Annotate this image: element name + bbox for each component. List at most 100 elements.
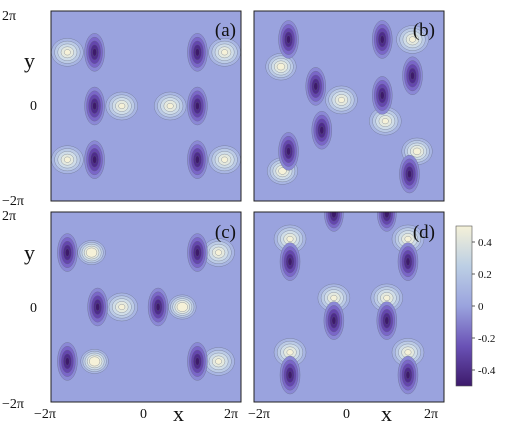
peak-min-1-12 xyxy=(402,56,423,96)
x-tick-left-2pi: 2π xyxy=(224,407,238,422)
panel-c: (c) xyxy=(50,211,242,403)
contour-ring xyxy=(286,35,291,44)
peak-min-1-7 xyxy=(372,20,393,59)
contour-ring xyxy=(176,302,188,312)
panel-c-frame xyxy=(50,211,242,403)
peak-min-3-6 xyxy=(279,242,301,281)
colorbar-tick-label: 0.2 xyxy=(478,269,492,281)
colorbar-ticks: 0.4 0.2 0 -0.2 -0.4 xyxy=(472,237,496,377)
peak-min-2-6 xyxy=(57,233,78,272)
peak-max-3-2 xyxy=(317,283,351,313)
contour-ring xyxy=(286,147,291,156)
contour-ring xyxy=(92,101,97,111)
contour-ring xyxy=(118,303,126,311)
peak-min-0-11 xyxy=(187,140,208,179)
peak-min-3-12 xyxy=(324,212,344,232)
panel-a: (a) xyxy=(50,10,242,202)
peak-max-3-5 xyxy=(391,338,425,367)
peak-max-2-2 xyxy=(105,292,139,322)
contour-ring xyxy=(287,257,293,266)
contour-ring xyxy=(404,349,412,356)
contour-ring xyxy=(221,156,229,163)
peak-min-1-11 xyxy=(278,132,299,171)
peak-max-0-1 xyxy=(208,38,241,67)
contour-ring xyxy=(319,126,325,135)
panel-c-contours xyxy=(57,233,235,381)
x-tick-right-0: 0 xyxy=(343,407,350,422)
contour-ring xyxy=(331,212,337,219)
contour-ring xyxy=(287,370,293,380)
y-tick-bottom-neg2pi: −2π xyxy=(2,397,24,412)
y-tick-bottom-0: 0 xyxy=(30,301,37,316)
contour-ring xyxy=(380,91,385,100)
peak-max-2-5 xyxy=(202,347,235,376)
panel-b-frame xyxy=(253,10,445,202)
contour-ring xyxy=(404,235,412,243)
peak-min-3-7 xyxy=(397,242,419,281)
contour-ring xyxy=(63,156,71,163)
peak-min-2-8 xyxy=(87,287,108,327)
contour-ring xyxy=(405,370,411,380)
contour-ring xyxy=(381,118,389,125)
contour-ring xyxy=(65,357,70,366)
peak-max-3-0 xyxy=(273,224,307,254)
contour-ring xyxy=(92,48,97,57)
peak-min-0-7 xyxy=(187,33,208,72)
contour-ring xyxy=(286,349,294,356)
peak-max-0-2 xyxy=(105,91,139,121)
x-tick-left-neg2pi: −2π xyxy=(34,407,56,422)
peak-min-1-9 xyxy=(372,76,393,115)
y-tick-top-2pi: 2π xyxy=(2,9,16,24)
peak-min-0-6 xyxy=(84,33,105,72)
contour-ring xyxy=(195,155,200,164)
contour-ring xyxy=(215,249,223,256)
contour-ring xyxy=(313,82,318,91)
peak-min-3-8 xyxy=(323,301,345,340)
contour-ring xyxy=(215,358,223,365)
peak-min-3-13 xyxy=(376,212,397,232)
panel-b-label: (b) xyxy=(413,20,435,41)
x-axis-label-right: x xyxy=(381,401,392,426)
contour-ring xyxy=(384,212,390,219)
peak-min-2-7 xyxy=(187,233,208,272)
peak-min-2-9 xyxy=(147,287,169,327)
peak-max-1-3 xyxy=(369,106,402,136)
contour-ring xyxy=(337,96,345,103)
peak-min-3-11 xyxy=(397,355,419,395)
contour-ring xyxy=(195,248,200,257)
peak-max-1-1 xyxy=(396,25,429,54)
y-tick-bottom-2pi: 2π xyxy=(2,209,16,224)
contour-ring xyxy=(330,294,338,301)
peak-max-2-0 xyxy=(77,240,106,265)
peak-max-2-1 xyxy=(202,238,235,267)
contour-ring xyxy=(409,36,416,43)
panel-d-contours xyxy=(273,212,425,395)
peak-min-1-10 xyxy=(311,110,333,150)
panel-a-contours xyxy=(51,33,241,179)
panel-a-background xyxy=(51,11,241,201)
peak-min-0-9 xyxy=(187,86,208,126)
panel-b-contours xyxy=(265,20,433,194)
x-axis-right: −2π 0 x 2π xyxy=(248,401,438,426)
peak-min-3-9 xyxy=(376,301,398,340)
panel-a-label: (a) xyxy=(215,20,236,41)
peak-min-2-10 xyxy=(57,342,78,381)
peak-min-1-6 xyxy=(278,20,299,59)
peak-max-1-2 xyxy=(325,85,358,115)
contour-ring xyxy=(195,101,200,111)
contour-ring xyxy=(221,49,229,56)
peak-max-0-4 xyxy=(51,145,84,174)
peak-max-0-0 xyxy=(51,38,84,67)
y-axis-bottom: y 2π 0 −2π xyxy=(2,209,37,412)
contour-ring xyxy=(95,302,100,312)
x-axis-left: −2π 0 x 2π xyxy=(34,401,238,426)
y-axis-label-bottom: y xyxy=(24,240,35,265)
panel-c-label: (c) xyxy=(215,222,236,243)
contour-ring xyxy=(155,302,161,312)
y-tick-top-0: 0 xyxy=(30,99,37,114)
contour-ring xyxy=(384,316,390,325)
colorbar-tick-label: -0.2 xyxy=(478,333,495,345)
panel-d-label: (d) xyxy=(413,222,435,243)
panel-b: (b) xyxy=(253,10,445,202)
